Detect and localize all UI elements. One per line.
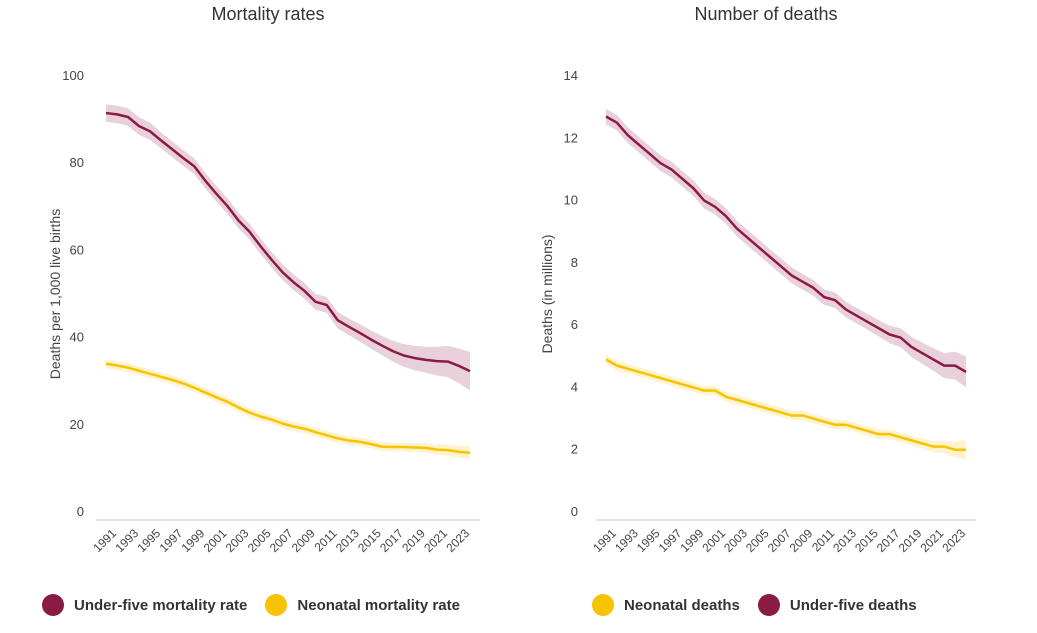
mortality-rates-chart: 0 20 40 60 80 100 Deaths per 1,000 live births… [47,68,480,555]
x-tick-label: 2015 [355,526,384,555]
legend-item-neonatal-mortality-rate[interactable]: Neonatal mortality rate [265,594,460,616]
series-uncertainty-band [106,359,470,460]
x-tick-label: 1999 [179,526,208,555]
x-tick-label: 2001 [699,526,728,555]
y-tick-label: 6 [571,317,578,332]
x-tick-label: 2005 [245,526,274,555]
legend-item-under-five-mortality-rate[interactable]: Under-five mortality rate [42,594,247,616]
legend-item-under-five-deaths[interactable]: Under-five deaths [757,594,917,616]
legend-label: Under-five deaths [789,596,917,614]
x-tick-label: 2003 [223,526,252,555]
x-tick-label: 1995 [634,526,663,555]
x-tick-label: 2019 [399,526,428,555]
x-tick-label: 2021 [421,526,450,555]
y-tick-label: 20 [70,417,84,432]
x-tick-label: 2015 [852,526,881,555]
x-tick-label: 2021 [918,526,947,555]
x-tick-label: 2017 [874,526,903,555]
series-uncertainty-band [606,354,966,460]
x-tick-label: 1993 [112,526,141,555]
legend-swatch-neonatal [592,594,614,616]
x-tick-label: 2017 [377,526,406,555]
chart-panel-number-of-deaths: Number of deaths 0 2 4 6 8 10 12 14 Deaths (in m… [520,0,1037,633]
legend-swatch-neonatal [265,594,288,616]
legend-label: Neonatal deaths [624,596,740,614]
y-axis-label: Deaths (in millions) [539,234,555,353]
x-tick-label: 2001 [201,526,230,555]
x-tick-label: 2005 [743,526,772,555]
legend-swatch-under-five [42,594,64,616]
x-tick-label: 1997 [157,526,186,555]
x-tick-label: 1993 [612,526,641,555]
x-tick-label: 1991 [590,526,619,555]
x-tick-label: 2007 [765,526,794,555]
y-tick-label: 12 [564,130,578,145]
x-tick-label: 2013 [830,526,859,555]
y-tick-label: 4 [571,379,578,394]
series-uncertainty-band [606,108,966,388]
x-tick-label: 1995 [134,526,163,555]
legend-swatch-under-five [757,594,780,616]
x-tick-label: 2023 [939,526,968,555]
x-tick-label: 1997 [656,526,685,555]
series-uncertainty-band [106,104,470,391]
series-line[interactable] [105,362,471,454]
y-tick-label: 0 [571,504,578,519]
x-tick-label: 2009 [787,526,816,555]
chart-title: Number of deaths [694,4,838,24]
y-tick-label: 2 [571,442,578,457]
y-tick-label: 14 [564,68,578,83]
series-line[interactable] [105,111,471,373]
x-tick-label: 2011 [809,526,837,554]
y-tick-label: 60 [70,242,84,257]
chart-title: Mortality rates [211,4,325,24]
y-tick-label: 10 [564,193,578,208]
chart-legend: Neonatal deaths Under-five deaths [592,594,935,616]
x-tick-label: 2023 [443,526,472,555]
series-line[interactable] [605,115,967,373]
y-tick-label: 40 [70,330,84,345]
x-tick-label: 1991 [90,526,119,555]
x-tick-label: 2003 [721,526,750,555]
y-axis-label: Deaths per 1,000 live births [47,209,63,379]
x-tick-label: 2013 [333,526,362,555]
x-tick-label: 2011 [312,526,340,554]
x-tick-label: 2009 [289,526,318,555]
y-tick-label: 80 [70,155,84,170]
y-tick-label: 8 [571,255,578,270]
y-tick-label: 0 [77,504,84,519]
y-tick-label: 100 [62,68,84,83]
x-tick-label: 2019 [896,526,925,555]
legend-label: Under-five mortality rate [74,596,248,614]
x-tick-label: 1999 [678,526,707,555]
chart-panel-mortality-rates: Mortality rates 0 20 40 60 80 100 Deaths per 1… [42,4,480,616]
chart-legend: Under-five mortality rate Neonatal morta… [42,594,478,616]
legend-label: Neonatal mortality rate [297,596,460,614]
series-line[interactable] [605,358,966,451]
x-tick-label: 2007 [267,526,296,555]
legend-item-neonatal-deaths[interactable]: Neonatal deaths [592,594,740,616]
